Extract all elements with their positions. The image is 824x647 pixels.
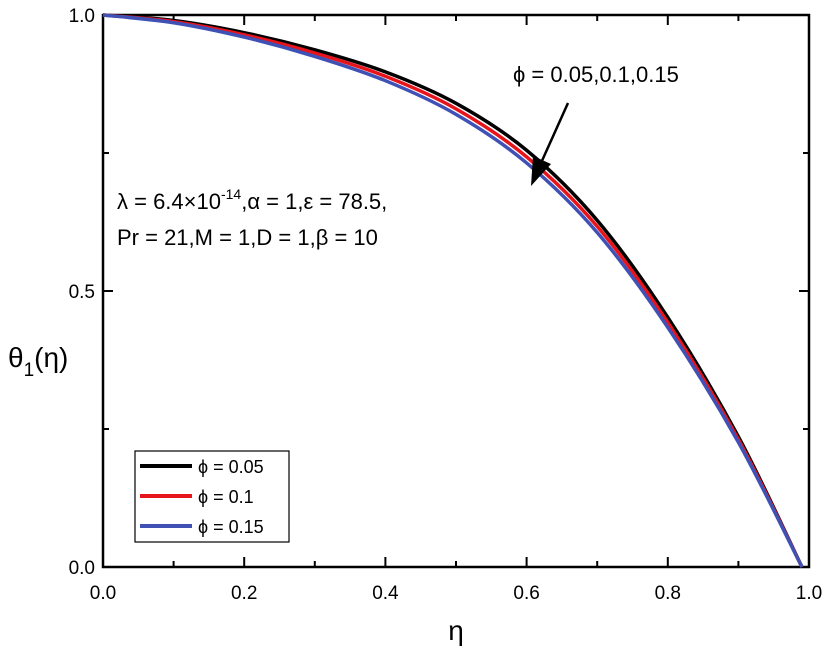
series-lines <box>102 13 804 568</box>
legend-label-2: ϕ = 0.1 <box>198 487 254 507</box>
axis-tick-labels: 0.0 0.2 0.4 0.6 0.8 1.0 0.0 0.5 1.0 <box>69 6 823 604</box>
x-tick-label: 0.6 <box>513 583 539 604</box>
legend: ϕ = 0.05 ϕ = 0.1 ϕ = 0.15 <box>134 450 290 543</box>
series-line-1 <box>102 13 804 568</box>
parameters-line-2: Pr = 21,M = 1,D = 1,β = 10 <box>117 225 378 250</box>
y-axis-label: θ1(η) <box>8 342 68 381</box>
x-tick-label: 0.4 <box>372 583 399 604</box>
x-tick-label: 0.8 <box>655 583 681 604</box>
y-tick-label: 1.0 <box>69 6 95 27</box>
series-line-3 <box>102 13 804 568</box>
series-line-2 <box>102 13 804 568</box>
x-tick-label: 0.0 <box>90 583 116 604</box>
y-tick-label: 0.5 <box>69 282 95 303</box>
legend-label-1: ϕ = 0.05 <box>198 457 264 477</box>
arrow-annotation-label: ϕ = 0.05,0.1,0.15 <box>513 62 679 87</box>
parameters-line-1: λ = 6.4×10-14,α = 1,ε = 78.5, <box>117 186 387 214</box>
x-tick-label: 1.0 <box>796 583 822 604</box>
x-tick-label: 0.2 <box>231 583 257 604</box>
x-axis-label: η <box>448 615 464 646</box>
y-tick-label: 0.0 <box>69 558 95 579</box>
annotation-arrow <box>531 102 570 186</box>
legend-label-3: ϕ = 0.15 <box>198 517 264 537</box>
